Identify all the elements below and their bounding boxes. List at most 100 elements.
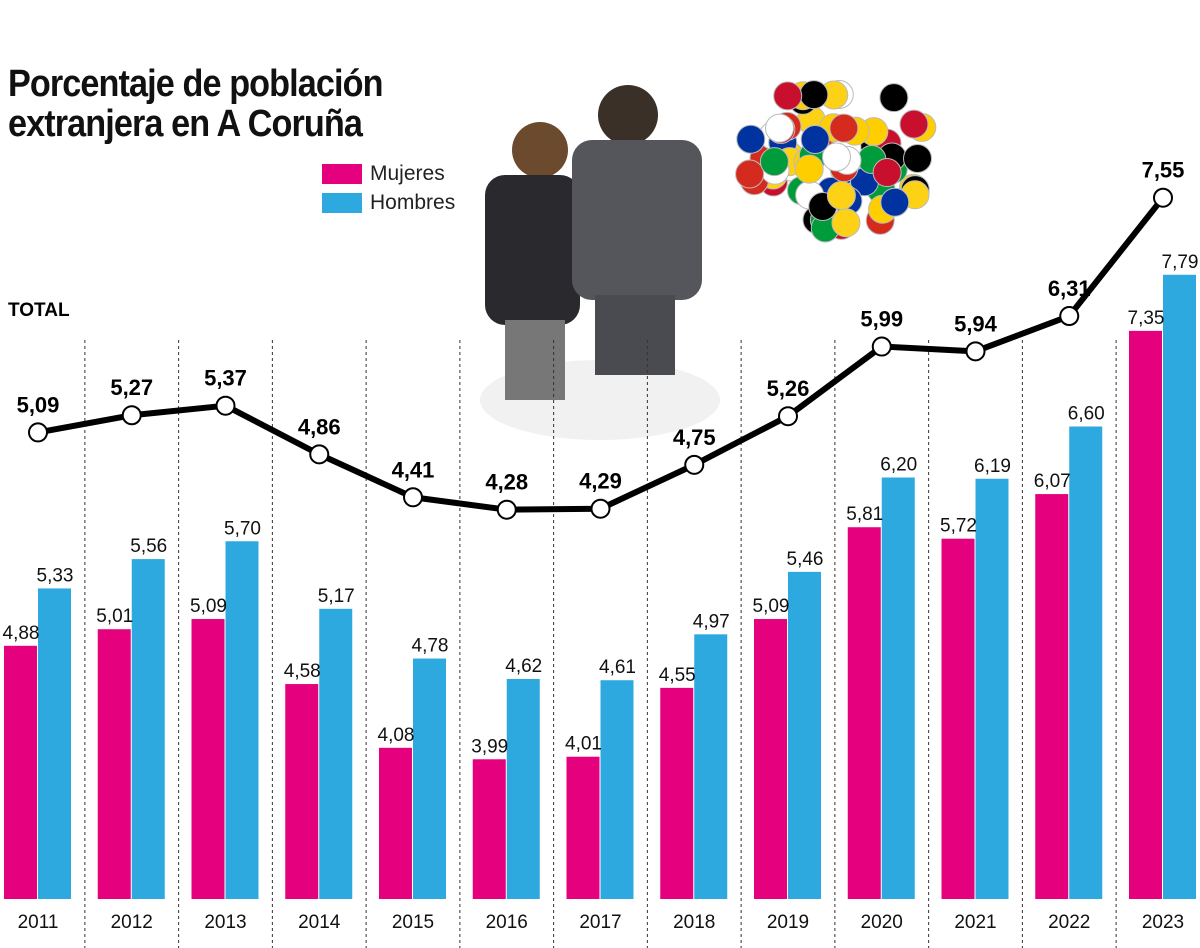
flag-icon	[799, 80, 829, 110]
flag-icon	[880, 187, 910, 217]
bar-mujeres-2019	[754, 619, 787, 899]
flags-cloud-icon	[735, 79, 937, 243]
bar-label-hombres-2012: 5,56	[130, 536, 167, 557]
x-tick-label-2021: 2021	[954, 912, 996, 933]
flag-icon	[821, 142, 851, 172]
bar-label-mujeres-2021: 5,72	[940, 516, 977, 537]
legend-item-mujeres: Mujeres	[322, 162, 445, 186]
bar-label-hombres-2021: 6,19	[974, 456, 1011, 477]
bar-hombres-2020	[881, 477, 915, 899]
bar-mujeres-2018	[660, 687, 694, 899]
people-illustration	[480, 85, 720, 440]
bar-hombres-2012	[131, 559, 165, 899]
x-tick-label-2015: 2015	[392, 912, 434, 933]
total-label-2022: 6,31	[1048, 276, 1091, 301]
bar-hombres-2022	[1069, 426, 1103, 899]
legend-swatch-hombres	[322, 193, 362, 213]
bar-label-hombres-2011: 5,33	[37, 565, 74, 586]
total-label-2021: 5,94	[954, 311, 998, 336]
bar-mujeres-2015	[379, 747, 412, 899]
flag-icon	[759, 147, 789, 177]
x-tick-label-2016: 2016	[486, 912, 528, 933]
total-point-2019	[778, 406, 798, 427]
total-label-2013: 5,37	[204, 366, 247, 391]
flag-icon	[736, 124, 766, 154]
bar-label-mujeres-2017: 4,01	[565, 734, 602, 755]
bar-label-mujeres-2014: 4,58	[284, 661, 321, 682]
total-point-2014	[309, 444, 330, 465]
bar-mujeres-2016	[472, 759, 506, 899]
total-label-2012: 5,27	[110, 375, 153, 400]
total-label-2014: 4,86	[298, 414, 341, 439]
total-point-2016	[496, 499, 517, 520]
bar-label-hombres-2017: 4,61	[599, 657, 636, 678]
legend-label-hombres: Hombres	[370, 191, 456, 214]
bar-mujeres-2011	[4, 645, 37, 899]
bar-label-mujeres-2015: 4,08	[378, 725, 415, 746]
total-label-2015: 4,41	[392, 457, 435, 482]
bar-mujeres-2023	[1129, 330, 1162, 899]
flag-icon	[829, 113, 859, 143]
total-point-2018	[684, 454, 705, 475]
x-tick-label-2012: 2012	[111, 912, 153, 933]
bar-mujeres-2017	[566, 756, 600, 899]
bar-hombres-2016	[506, 678, 540, 899]
bar-label-hombres-2022: 6,60	[1068, 404, 1105, 425]
bar-label-hombres-2020: 6,20	[880, 455, 917, 476]
bar-mujeres-2021	[941, 538, 975, 899]
total-point-2013	[215, 395, 236, 416]
bar-label-mujeres-2013: 5,09	[190, 596, 227, 617]
flag-icon	[831, 208, 861, 238]
x-tick-label-2022: 2022	[1048, 912, 1090, 933]
bar-label-hombres-2014: 5,17	[318, 586, 355, 607]
bar-hombres-2013	[225, 541, 259, 899]
title-line-2: extranjera en A Coruña	[8, 103, 363, 145]
flag-icon	[773, 81, 803, 111]
bar-hombres-2023	[1163, 274, 1196, 899]
total-label-2016: 4,28	[485, 470, 528, 495]
total-label-2023: 7,55	[1142, 158, 1185, 183]
bar-label-mujeres-2019: 5,09	[753, 596, 790, 617]
total-point-2015	[403, 487, 423, 508]
bar-hombres-2015	[413, 658, 446, 899]
flag-icon	[879, 83, 909, 113]
total-series-label: TOTAL	[8, 300, 70, 321]
x-tick-label-2014: 2014	[298, 912, 341, 933]
total-point-2022	[1059, 306, 1080, 327]
bar-label-hombres-2016: 4,62	[505, 656, 542, 677]
total-label-2019: 5,26	[767, 376, 810, 401]
x-tick-label-2020: 2020	[861, 912, 903, 933]
bar-hombres-2014	[319, 608, 353, 899]
legend-item-hombres: Hombres	[322, 191, 455, 215]
total-point-2012	[121, 405, 142, 426]
bar-mujeres-2012	[97, 629, 131, 899]
flag-icon	[794, 154, 824, 184]
bar-label-hombres-2015: 4,78	[412, 636, 449, 657]
bar-label-mujeres-2022: 6,07	[1034, 471, 1071, 492]
x-tick-label-2017: 2017	[579, 912, 621, 933]
bar-hombres-2011	[38, 588, 71, 899]
flag-icon	[826, 180, 856, 210]
bar-hombres-2021	[975, 478, 1009, 899]
total-point-2023	[1153, 187, 1173, 208]
bar-hombres-2018	[694, 634, 728, 899]
bar-label-mujeres-2018: 4,55	[659, 665, 696, 686]
bar-label-hombres-2013: 5,70	[224, 518, 261, 539]
bar-hombres-2019	[788, 571, 821, 899]
total-label-2018: 4,75	[673, 425, 716, 450]
flag-icon	[872, 158, 902, 188]
bar-label-hombres-2023: 7,79	[1162, 252, 1199, 273]
legend-swatch-mujeres	[322, 164, 362, 184]
bar-label-mujeres-2023: 7,35	[1128, 308, 1165, 329]
x-tick-label-2019: 2019	[767, 912, 809, 933]
bar-mujeres-2013	[191, 619, 225, 899]
flag-icon	[899, 109, 929, 139]
total-label-2011: 5,09	[17, 392, 60, 417]
total-point-2011	[28, 422, 48, 443]
title-line-1: Porcentaje de población	[8, 63, 383, 105]
total-point-2020	[871, 336, 892, 357]
total-label-2020: 5,99	[860, 307, 903, 332]
chart-title: Porcentaje de población extranjera en A …	[8, 64, 383, 144]
